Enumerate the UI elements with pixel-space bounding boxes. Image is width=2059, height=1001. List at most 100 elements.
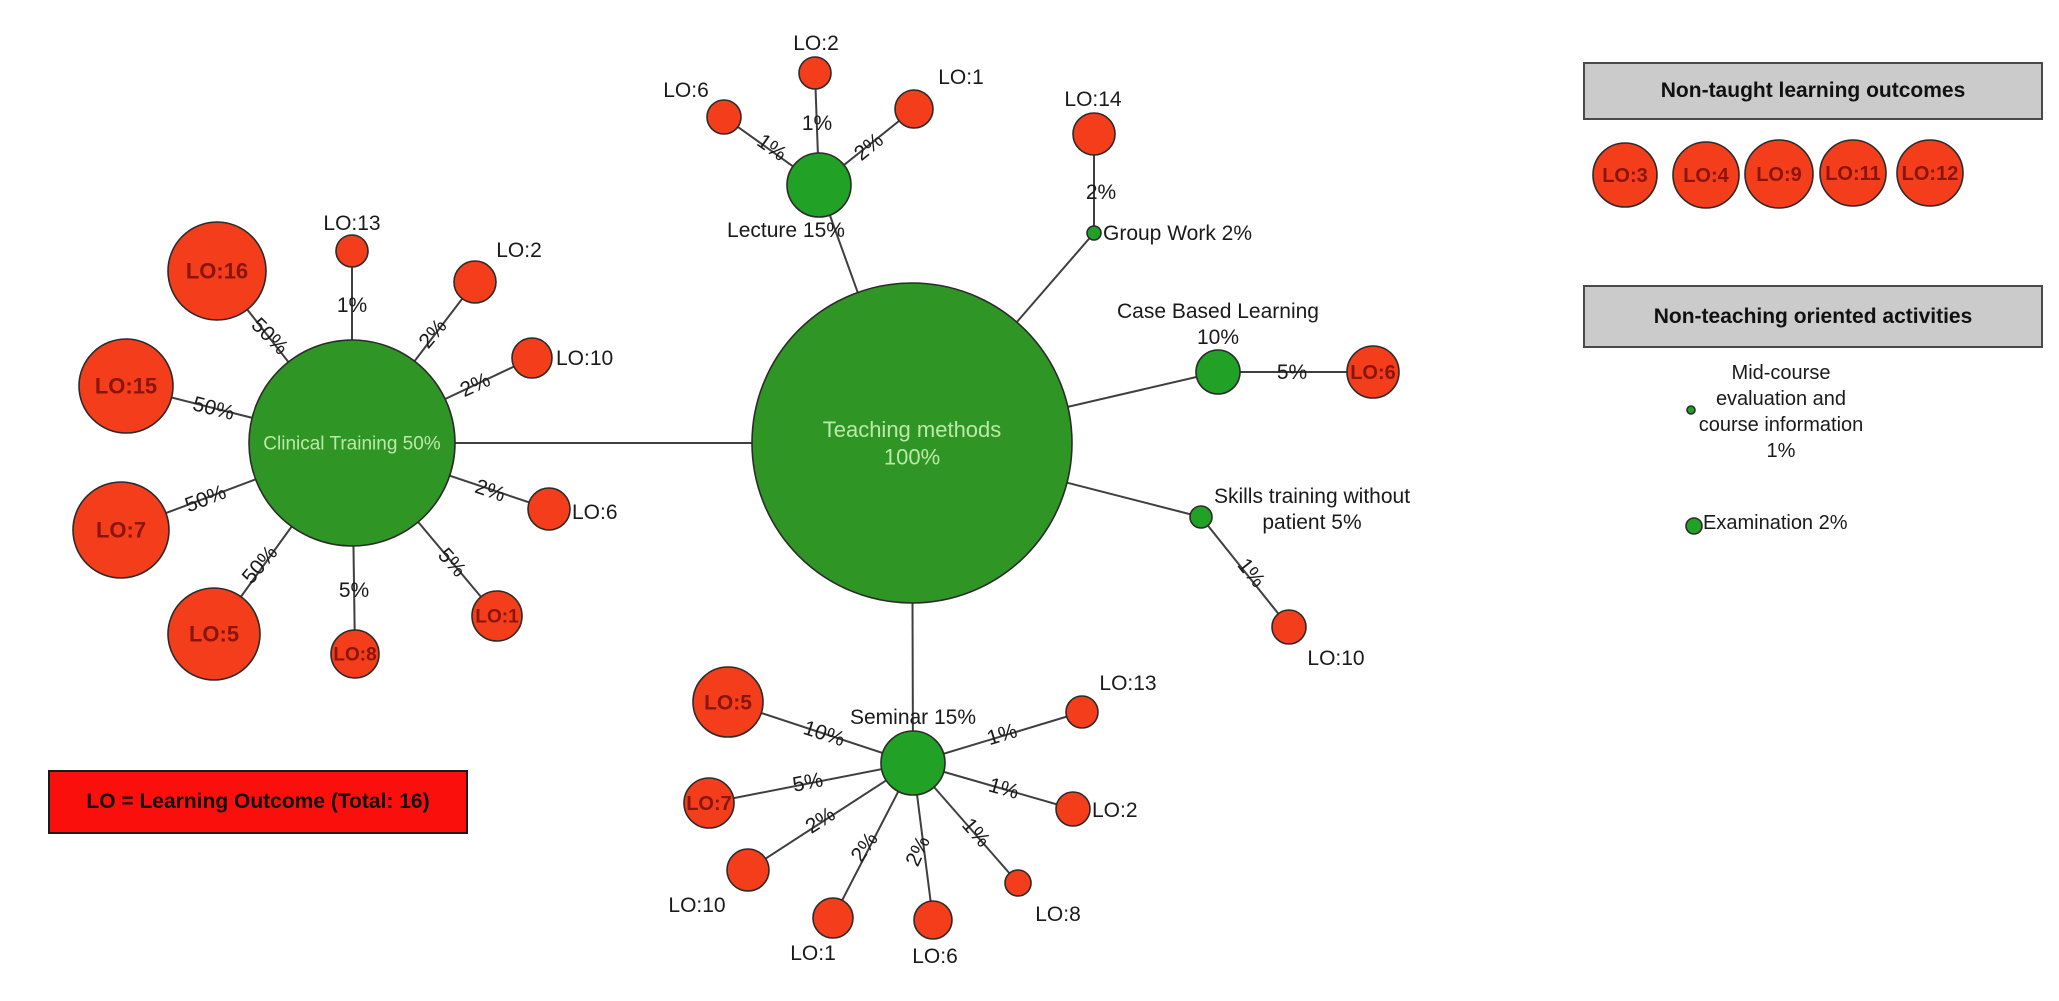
node-cl-lo15 [78,338,174,434]
node-label-sem-lo8: LO:8 [1035,903,1081,926]
node-sem-lo6 [913,900,953,940]
node-label-lec-lo2: LO:2 [793,32,839,55]
node-label-sem-lo2: LO:2 [1092,799,1138,822]
edge-label-sem-lo7-seminar: 5% [791,768,825,796]
node-label-cl-lo16: LO:16 [186,259,248,284]
node-label-sem-lo6: LO:6 [912,945,958,968]
node-label-clinical: Clinical Training 50% [263,434,441,455]
node-nt-lo3 [1592,142,1658,208]
node-label-cl-lo7: LO:7 [96,518,146,543]
edge-label-sk-lo10-skills: 1% [1233,554,1270,592]
edge-sk-lo10-skills [1200,516,1290,628]
midcourse-evaluation-label: Mid-course evaluation and course informa… [1698,362,1864,462]
node-nt-lo4 [1672,141,1740,209]
node-midcourse-dot [1686,405,1696,415]
edge-sem-lo7-seminar [708,762,914,804]
node-clinical [248,339,456,547]
non-teaching-activities-header: Non-teaching oriented activities [1583,285,2043,348]
node-nt-lo9 [1744,139,1814,209]
node-label-sem-lo1: LO:1 [790,942,836,965]
node-label-sem-lo10: LO:10 [668,894,725,917]
node-label-lec-lo6: LO:6 [663,79,709,102]
edge-label-cl-lo1-clinical: 5% [433,544,470,582]
node-nt-lo12 [1896,139,1964,207]
node-gw-lo14 [1072,112,1116,156]
lo-abbreviation-note: LO = Learning Outcome (Total: 16) [48,770,468,834]
node-cl-lo13 [335,234,369,268]
edge-label-cbl-lo6-cbl: 5% [1277,361,1307,384]
non-taught-outcomes-header: Non-taught learning outcomes [1583,62,2043,120]
node-label-cl-lo6: LO:6 [572,501,618,524]
node-label-nt-lo9: LO:9 [1756,164,1802,186]
node-sem-lo2 [1055,791,1091,827]
node-label-sem-lo13: LO:13 [1099,672,1156,695]
node-label-nt-lo3: LO:3 [1602,165,1648,187]
node-sem-lo5 [692,666,764,738]
node-label-nt-lo11: LO:11 [1825,163,1881,185]
node-cl-lo8 [330,629,380,679]
edge-label-sem-lo5-seminar: 10% [800,716,847,751]
node-lecture [786,152,852,218]
node-nt-lo11 [1819,139,1887,207]
edge-label-cl-lo8-clinical: 5% [339,579,369,602]
node-sem-lo8 [1004,869,1032,897]
node-label-cl-lo8: LO:8 [333,645,376,666]
node-teaching [751,282,1073,604]
node-sk-lo10 [1271,609,1307,645]
node-cl-lo6 [527,487,571,531]
node-cl-lo7 [72,481,170,579]
edge-label-sem-lo2-seminar: 1% [986,774,1022,804]
node-label-teaching: Teaching methods 100% [823,417,1002,470]
edge-label-sem-lo13-seminar: 1% [984,719,1020,750]
edge-label-cl-lo10-clinical: 2% [457,368,494,402]
node-sem-lo10 [726,848,770,892]
node-label-cl-lo10: LO:10 [556,347,613,370]
node-cl-lo2 [453,260,497,304]
node-label-gw-lo14: LO:14 [1064,88,1122,111]
edge-label-cl-lo15-clinical: 50% [190,392,236,424]
edge-label-sem-lo10-seminar: 2% [801,803,839,839]
node-label-seminar: Seminar 15% [850,706,976,729]
node-label-sem-lo7: LO:7 [686,793,732,815]
node-cl-lo5 [167,587,261,681]
node-label-cbl: Case Based Learning 10% [1117,300,1319,349]
node-label-groupwork: Group Work 2% [1103,222,1252,245]
edge-label-cl-lo7-clinical: 50% [182,481,229,518]
node-sem-lo13 [1065,695,1099,729]
node-cl-lo16 [167,221,267,321]
node-sem-lo7 [683,777,735,829]
node-label-lec-lo1: LO:1 [938,66,984,89]
node-label-cbl-lo6: LO:6 [1350,362,1396,384]
node-label-sk-lo10: LO:10 [1307,647,1364,670]
node-sem-lo1 [812,897,854,939]
node-label-cl-lo2: LO:2 [496,239,542,262]
node-label-nt-lo4: LO:4 [1683,165,1729,187]
node-label-cl-lo13: LO:13 [323,212,380,235]
node-label-lecture: Lecture 15% [727,219,845,242]
node-exam-dot [1685,517,1703,535]
node-cl-lo1 [471,590,523,642]
node-label-nt-lo12: LO:12 [1902,163,1959,185]
node-label-skills: Skills training without patient 5% [1214,485,1410,534]
node-lec-lo2 [798,56,832,90]
node-cl-lo10 [511,337,553,379]
node-lec-lo1 [894,89,934,129]
node-label-cl-lo1: LO:1 [475,607,519,628]
edge-label-lec-lo2-lecture: 1% [802,112,832,135]
edge-label-cl-lo6-clinical: 2% [472,475,508,507]
edge-label-cl-lo13-clinical: 1% [337,294,367,317]
node-label-cl-lo5: LO:5 [189,622,239,647]
node-label-cl-lo15: LO:15 [95,374,157,399]
edge-label-cl-lo16-clinical: 50% [247,313,293,359]
node-cbl-lo6 [1346,345,1400,399]
node-groupwork [1086,225,1102,241]
node-lec-lo6 [706,99,742,135]
edge-label-gw-lo14-groupwork: 2% [1086,181,1116,204]
examination-label: Examination 2% [1703,512,1848,534]
node-skills [1189,505,1213,529]
node-label-sem-lo5: LO:5 [704,691,752,714]
node-seminar [880,730,946,796]
edge-label-sem-lo6-seminar: 2% [901,833,935,870]
